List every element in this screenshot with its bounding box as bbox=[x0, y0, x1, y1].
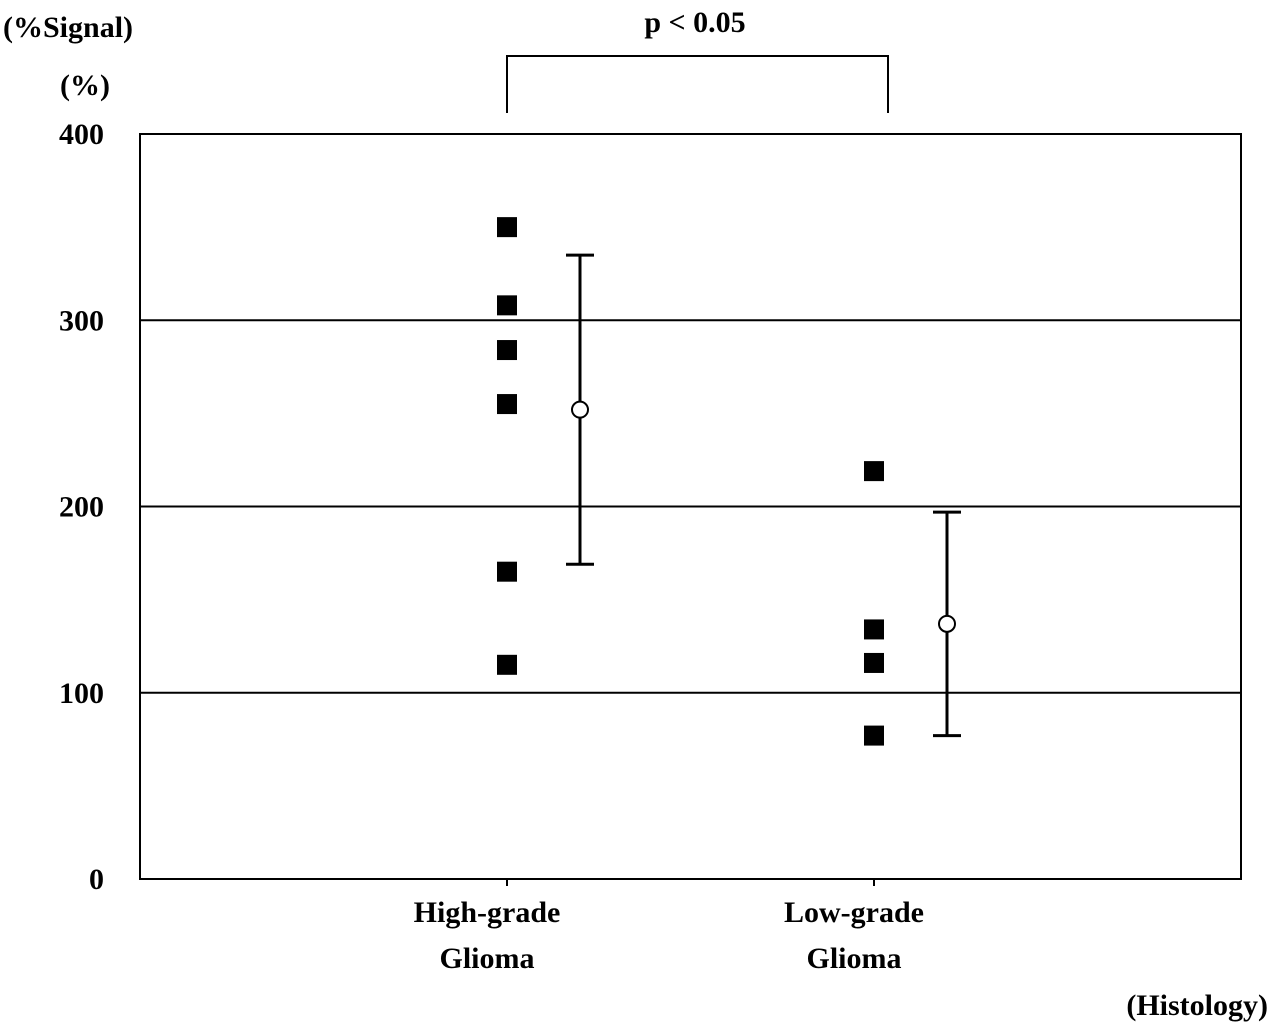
data-point bbox=[497, 217, 517, 238]
significance-label: p < 0.05 bbox=[644, 6, 745, 39]
plot-frame bbox=[139, 133, 1242, 880]
y-axis-label: (%Signal) bbox=[3, 11, 133, 44]
data-point bbox=[497, 654, 517, 675]
data-point bbox=[497, 340, 517, 361]
x-tick-label: Glioma bbox=[440, 942, 535, 975]
x-axis-label: (Histology) bbox=[1126, 989, 1268, 1022]
x-tick-label: Low-grade bbox=[784, 896, 924, 929]
data-point bbox=[864, 619, 884, 640]
data-point bbox=[864, 652, 884, 673]
y-tick-label: 0 bbox=[89, 863, 104, 896]
y-tick-label: 400 bbox=[59, 118, 104, 151]
mean-marker bbox=[571, 400, 589, 419]
mean-marker bbox=[938, 614, 956, 633]
y-tick-label: 100 bbox=[59, 677, 104, 710]
significance-bracket bbox=[506, 55, 889, 113]
y-axis-unit: (%) bbox=[60, 69, 110, 102]
y-tick-label: 300 bbox=[59, 304, 104, 337]
plot-area: 0 100 200 300 400 High-grade Glioma Low-grade Gl… bbox=[59, 55, 1242, 975]
data-point bbox=[497, 394, 517, 415]
data-point bbox=[497, 561, 517, 582]
x-tick-label: High-grade bbox=[414, 896, 561, 929]
data-point bbox=[497, 295, 517, 316]
y-tick-label: 200 bbox=[59, 491, 104, 524]
data-point bbox=[864, 725, 884, 746]
data-point bbox=[864, 461, 884, 482]
x-tick-label: Glioma bbox=[807, 942, 902, 975]
